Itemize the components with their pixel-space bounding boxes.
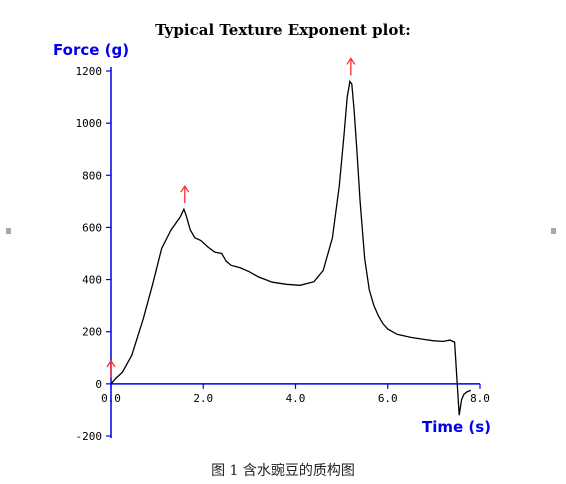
y-tick-label: 800 (82, 169, 102, 182)
x-axis-label: Time (s) (422, 418, 491, 436)
force-curve (110, 79, 472, 416)
peak-marker-arrow (346, 57, 356, 76)
y-tick-label: 400 (82, 274, 102, 287)
peak-marker-arrow (180, 185, 190, 204)
y-tick-label: 1000 (76, 117, 103, 130)
peak-markers (106, 57, 356, 378)
y-tick-label: 200 (82, 326, 102, 339)
axes (110, 67, 480, 438)
right-edge-mark (551, 228, 556, 234)
x-tick-label: 4.0 (286, 392, 306, 405)
x-ticks: 0.0 2.0 4.0 6.0 8.0 (101, 383, 490, 405)
y-tick-label: 0 (95, 378, 102, 391)
chart-title: Typical Texture Exponent plot: (155, 21, 411, 39)
x-tick-label: 8.0 (470, 392, 490, 405)
left-edge-mark (6, 228, 11, 234)
y-tick-label: -200 (76, 430, 103, 443)
y-tick-label: 600 (82, 221, 102, 234)
x-tick-label: 0.0 (101, 392, 121, 405)
series-layer (110, 79, 472, 416)
y-ticks: -200 0 200 400 600 800 1000 1200 (76, 65, 111, 443)
y-tick-label: 1200 (76, 65, 103, 78)
y-axis-label: Force (g) (53, 41, 129, 59)
figure-caption: 图 1 含水豌豆的质构图 (211, 463, 355, 479)
peak-marker-arrow (106, 359, 116, 378)
x-tick-label: 6.0 (378, 392, 398, 405)
x-tick-label: 2.0 (193, 392, 213, 405)
